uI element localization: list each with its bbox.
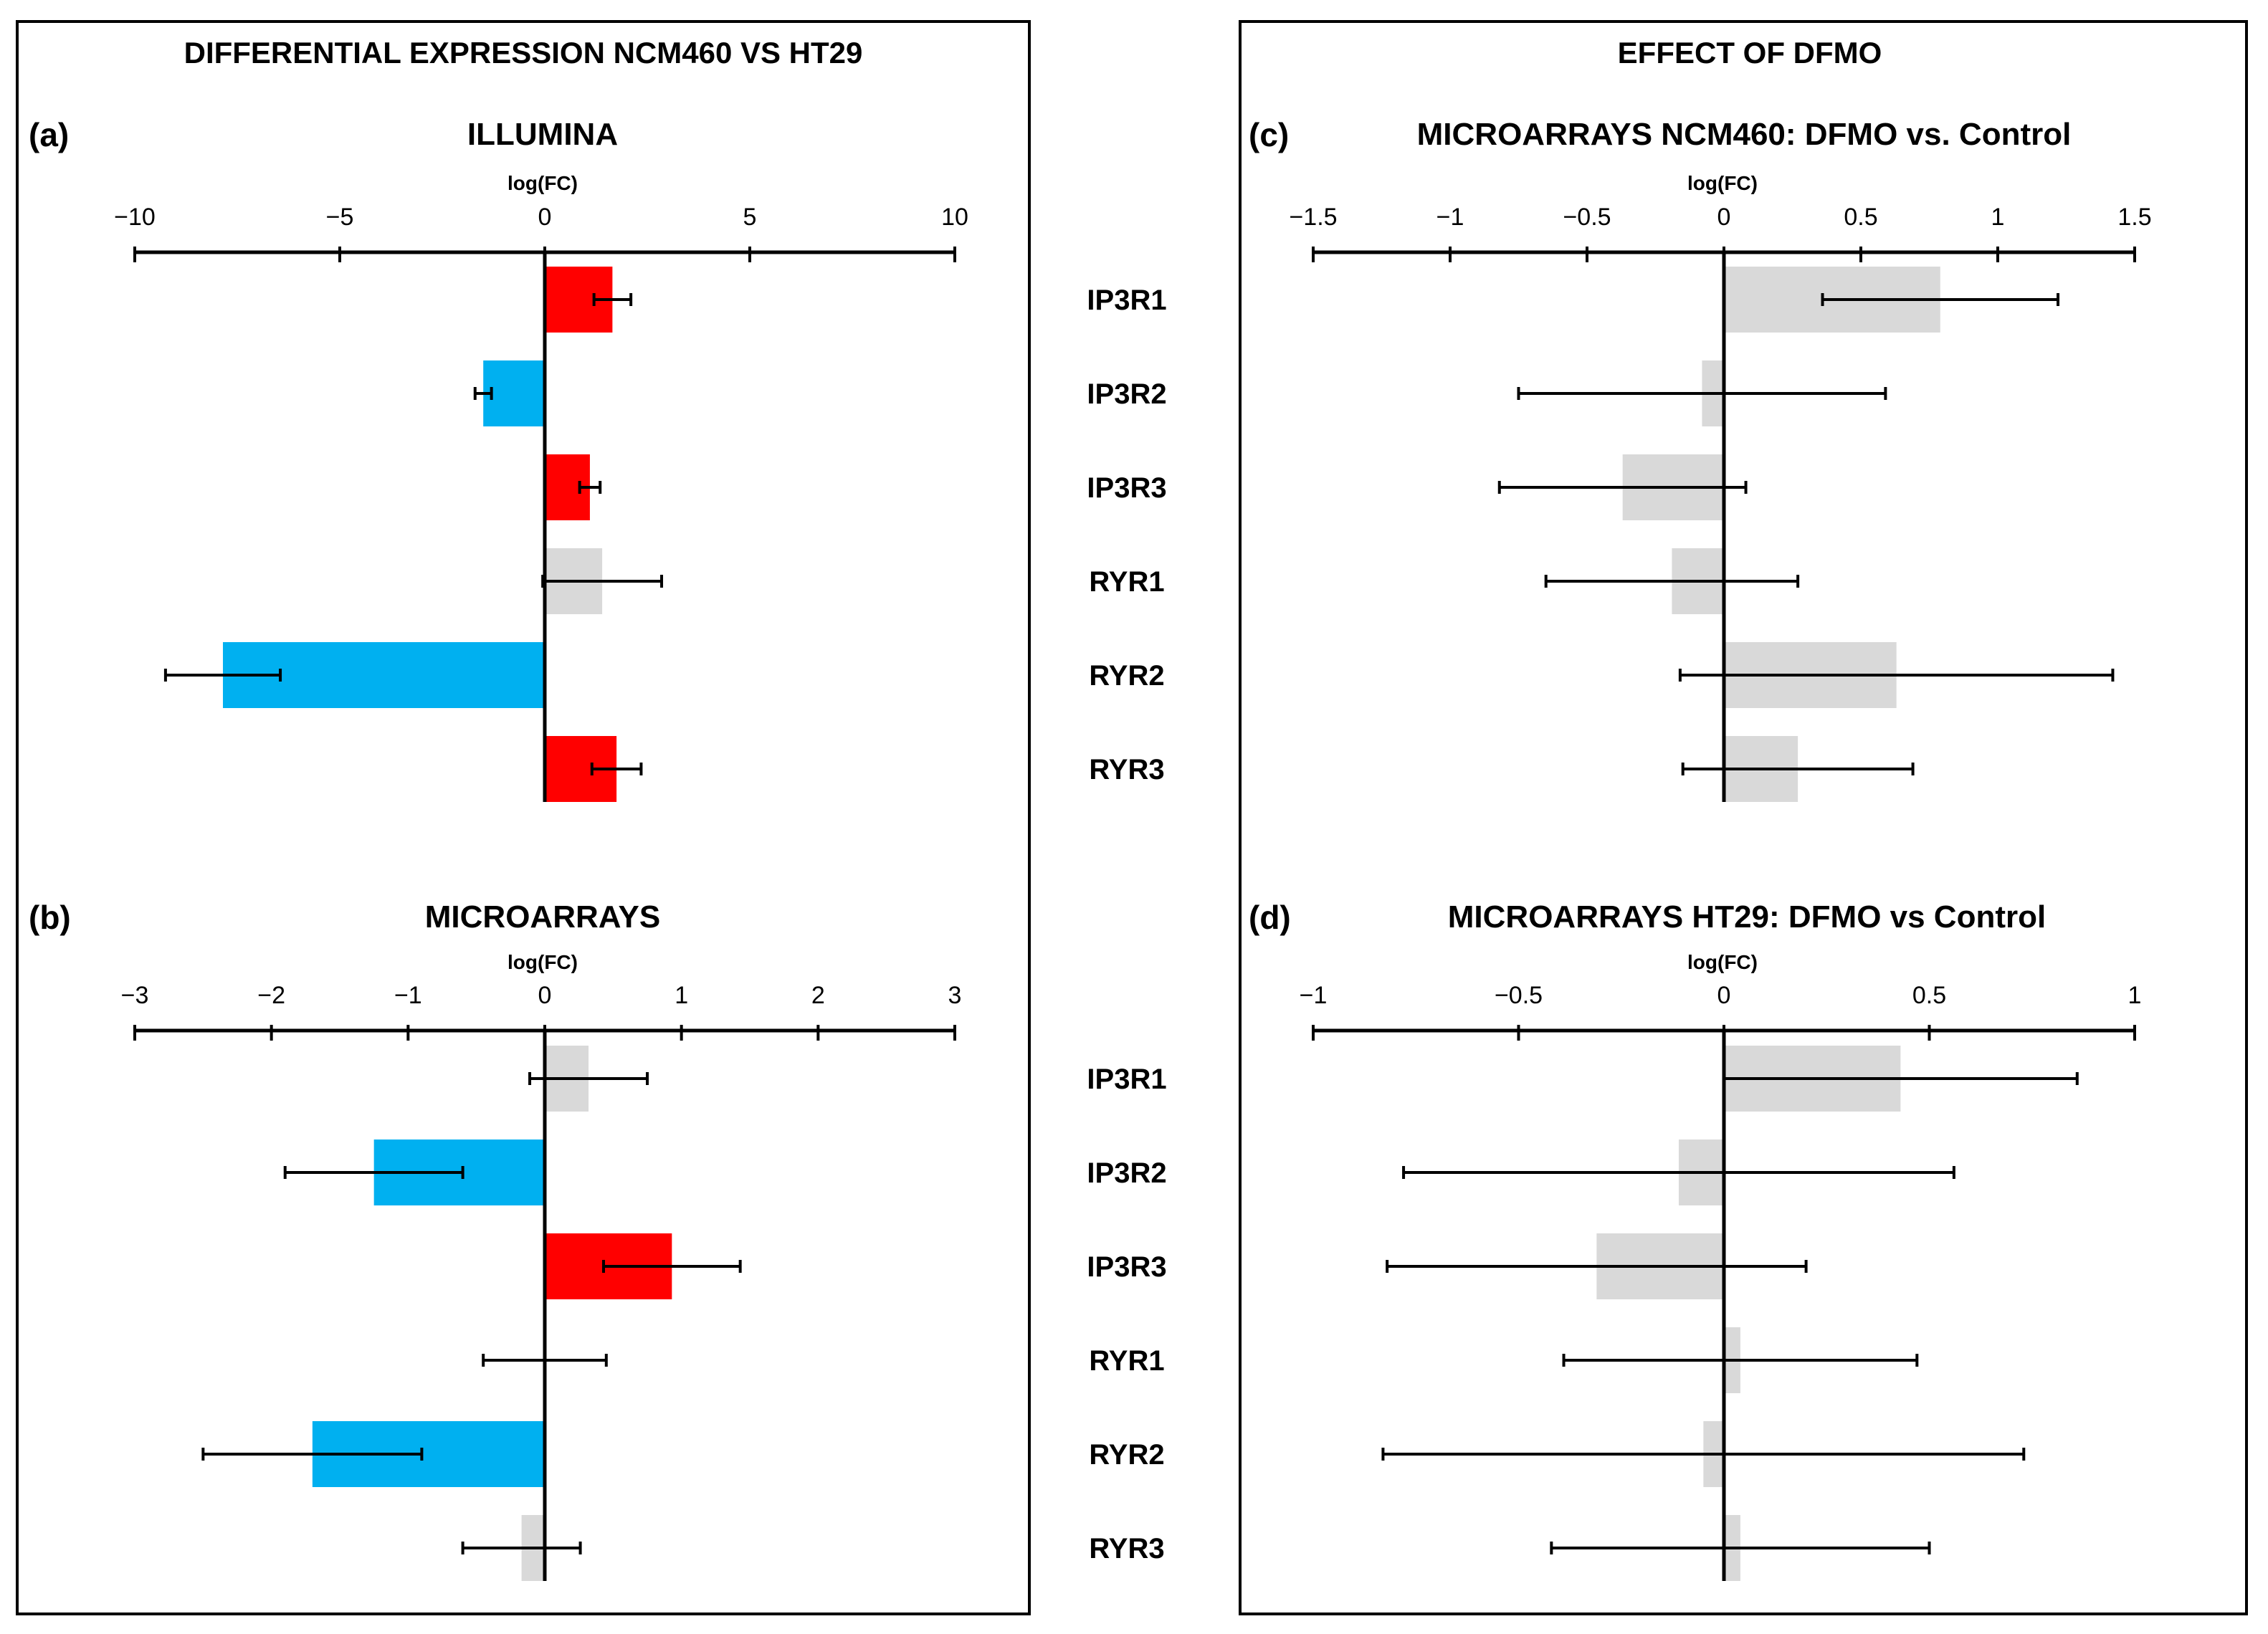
gene-label-ryr3: RYR3 (1089, 1533, 1164, 1564)
panel-d-gene-labels: IP3R1 IP3R2 IP3R3 RYR1 RYR2 RYR3 (1087, 1064, 1166, 1564)
gene-label-ryr3: RYR3 (1089, 754, 1164, 785)
panel-b-label: (b) (29, 899, 71, 936)
panel-b-title: MICROARRAYS (425, 899, 660, 935)
gene-label-ip3r3: IP3R3 (1087, 472, 1166, 504)
left-section-frame (16, 20, 1031, 1615)
x-tick-label: 0 (538, 204, 552, 231)
right-section-frame (1239, 20, 2248, 1615)
left-section-title: DIFFERENTIAL EXPRESSION NCM460 VS HT29 (184, 36, 863, 70)
x-tick-label: 0.5 (1844, 204, 1877, 231)
panel-a-plot: −10 −5 0 5 10 (114, 204, 968, 802)
x-tick-label: −3 (121, 982, 149, 1009)
x-tick-label: −1.5 (1289, 204, 1337, 231)
panel-d-title: MICROARRAYS HT29: DFMO vs Control (1448, 899, 2046, 935)
x-tick-label: 10 (941, 204, 968, 231)
x-tick-label: −2 (257, 982, 285, 1009)
x-tick-label: 3 (948, 982, 962, 1009)
gene-label-ryr1: RYR1 (1089, 1345, 1164, 1377)
gene-label-ryr2: RYR2 (1089, 1439, 1164, 1471)
panel-c-label: (c) (1249, 116, 1289, 153)
panel-a-label: (a) (29, 116, 69, 153)
panel-d-plot: −1 −0.5 0 0.5 1 (1300, 982, 2142, 1581)
panel-c-plot: −1.5 −1 −0.5 0 0.5 1 1.5 (1289, 204, 2152, 802)
gene-label-ip3r1: IP3R1 (1087, 1064, 1166, 1095)
x-tick-label: 0.5 (1912, 982, 1946, 1009)
panel-d: (d) MICROARRAYS HT29: DFMO vs Control lo… (1087, 899, 2141, 1581)
panel-c: (c) MICROARRAYS NCM460: DFMO vs. Control… (1087, 116, 2152, 802)
panel-b-axis-title: log(FC) (508, 951, 578, 973)
x-tick-label: 0 (1717, 204, 1731, 231)
bar-ip3r2 (483, 360, 545, 426)
gene-label-ryr2: RYR2 (1089, 660, 1164, 692)
panel-a: (a) ILLUMINA log(FC) −10 −5 0 5 10 (29, 116, 968, 802)
x-tick-label: 5 (743, 204, 757, 231)
gene-label-ryr1: RYR1 (1089, 566, 1164, 598)
gene-label-ip3r2: IP3R2 (1087, 378, 1166, 410)
gene-label-ip3r2: IP3R2 (1087, 1157, 1166, 1189)
x-tick-label: −5 (326, 204, 354, 231)
x-tick-label: 1 (675, 982, 688, 1009)
x-tick-label: 1 (1991, 204, 2005, 231)
panel-c-title: MICROARRAYS NCM460: DFMO vs. Control (1417, 117, 2072, 152)
x-tick-label: −1 (1300, 982, 1328, 1009)
panel-a-title: ILLUMINA (467, 117, 618, 152)
x-tick-label: 1.5 (2117, 204, 2151, 231)
x-tick-label: −1 (394, 982, 422, 1009)
panel-c-gene-labels: IP3R1 IP3R2 IP3R3 RYR1 RYR2 RYR3 (1087, 285, 1166, 785)
panel-c-axis-title: log(FC) (1687, 172, 1758, 194)
panel-b-plot: −3 −2 −1 0 1 2 3 (121, 982, 962, 1581)
panel-a-axis-title: log(FC) (508, 172, 578, 194)
x-tick-label: 0 (538, 982, 552, 1009)
x-tick-label: 2 (811, 982, 825, 1009)
x-tick-label: −10 (114, 204, 156, 231)
x-tick-label: −1 (1436, 204, 1464, 231)
gene-label-ip3r1: IP3R1 (1087, 285, 1166, 316)
x-tick-label: −0.5 (1495, 982, 1543, 1009)
panel-b: (b) MICROARRAYS log(FC) −3 −2 −1 0 1 2 3 (29, 899, 961, 1581)
right-section-title: EFFECT OF DFMO (1618, 36, 1882, 70)
panel-d-axis-title: log(FC) (1687, 951, 1758, 973)
x-tick-label: 1 (2128, 982, 2142, 1009)
gene-label-ip3r3: IP3R3 (1087, 1251, 1166, 1283)
x-tick-label: 0 (1717, 982, 1731, 1009)
x-tick-label: −0.5 (1563, 204, 1611, 231)
panel-d-label: (d) (1249, 899, 1291, 936)
